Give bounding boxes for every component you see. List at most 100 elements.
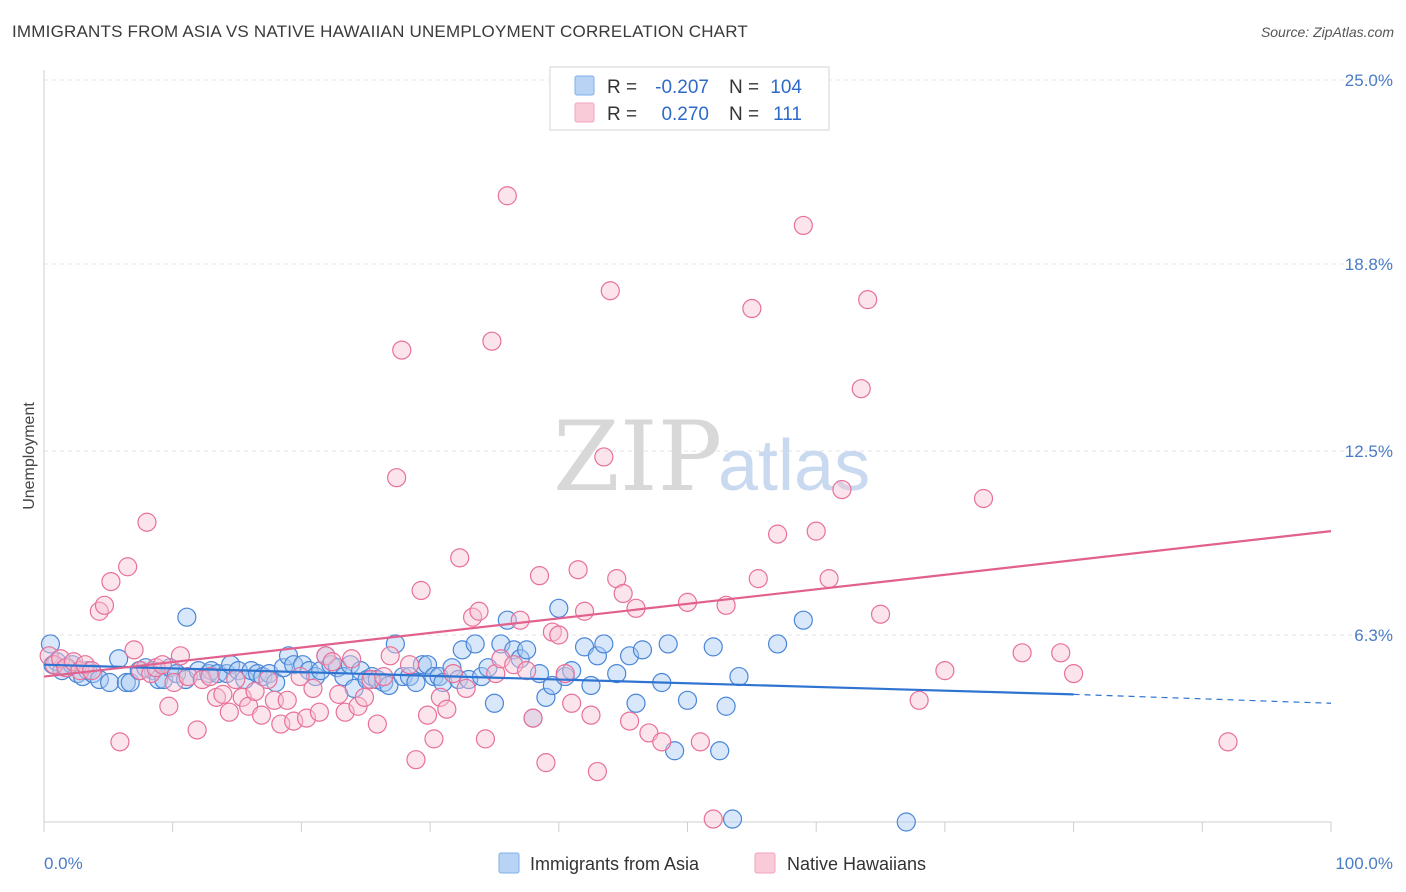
hawaiian-point-23: [187, 720, 207, 740]
hawaiian-point-78: [536, 753, 556, 773]
watermark-atlas: atlas: [718, 426, 870, 506]
hawaiian-point-75: [517, 661, 537, 681]
hawaiian-point-61: [430, 687, 450, 707]
y-tick-label-2: 18.8%: [1345, 255, 1393, 274]
asia-point-99: [716, 696, 736, 716]
hawaiian-point-87: [594, 447, 614, 467]
hawaiian-point-102: [793, 215, 813, 236]
asia-point-69: [465, 634, 485, 654]
hawaiian-point-27: [213, 684, 233, 704]
trend-line-hawaiian: [43, 530, 1332, 678]
hawaiian-point-55: [392, 340, 412, 360]
gridlines: [44, 79, 1392, 636]
asia-point-96: [677, 690, 698, 710]
hawaiian-point-74: [510, 610, 530, 630]
asia-point-38: [278, 646, 299, 666]
hawaiian-point-9: [94, 595, 115, 615]
hawaiian-point-90: [613, 583, 633, 604]
legend-swatch-asia: [574, 75, 595, 96]
asia-point-87: [587, 646, 608, 666]
x-tick-label-min: 0.0%: [44, 854, 83, 873]
hawaiian-point-72: [497, 186, 517, 206]
hawaiian-point-114: [1063, 663, 1084, 684]
asia-point-23: [177, 607, 197, 627]
asia-point-77: [517, 640, 537, 660]
hawaiian-point-91: [619, 711, 640, 731]
hawaiian-point-83: [568, 560, 588, 580]
hawaiian-point-8: [89, 601, 109, 621]
asia-point-18: [148, 669, 169, 690]
hawaiian-point-96: [690, 732, 710, 752]
hawaiian-point-108: [870, 604, 891, 624]
asia-point-86: [581, 675, 601, 696]
hawaiian-point-32: [245, 681, 265, 702]
legend-bottom-label-asia: Immigrants from Asia: [530, 854, 700, 874]
asia-point-101: [729, 666, 749, 687]
legend-swatch-hawaiian: [574, 102, 595, 123]
hawaiian-point-85: [581, 705, 601, 725]
hawaiian-point-56: [399, 655, 420, 675]
y-axis-label: Unemployment: [21, 402, 38, 510]
legend-n-value-hawaiian: 111: [773, 104, 802, 125]
hawaiian-point-86: [587, 761, 608, 782]
hawaiian-point-47: [341, 649, 362, 669]
hawaiian-point-77: [529, 566, 550, 586]
hawaiian-point-84: [574, 601, 595, 621]
hawaiian-point-69: [482, 331, 502, 351]
hawaiian-point-41: [303, 678, 323, 699]
hawaiian-point-44: [322, 652, 342, 672]
legend-r-label-asia: R =: [607, 77, 637, 98]
hawaiian-point-20: [164, 672, 184, 693]
hawaiian-point-67: [469, 601, 489, 621]
hawaiian-point-109: [909, 690, 929, 710]
watermark: ZIP atlas: [553, 401, 870, 513]
hawaiian-point-107: [858, 290, 878, 310]
legend-bottom: Immigrants from Asia Native Hawaiians: [498, 852, 926, 874]
hawaiian-point-97: [703, 809, 723, 829]
asia-point-88: [594, 634, 614, 654]
asia-point-104: [896, 812, 916, 832]
hawaiian-point-112: [1012, 643, 1032, 663]
trend-line-asia: [43, 663, 1074, 696]
legend-n-value-asia: 104: [770, 77, 802, 98]
legend-bottom-swatch-asia: [498, 852, 520, 874]
source-label: Source: ZipAtlas.com: [1260, 24, 1394, 40]
y-tick-label-1: 12.5%: [1345, 442, 1393, 461]
hawaiian-point-62: [437, 699, 457, 719]
hawaiian-point-76: [523, 708, 543, 728]
asia-point-97: [703, 637, 723, 657]
legend-r-value-hawaiian: 0.270: [661, 104, 709, 125]
y-tick-label-0: 6.3%: [1354, 626, 1393, 645]
hawaiian-point-80: [549, 625, 569, 645]
hawaiian-point-115: [1218, 732, 1238, 752]
hawaiian-point-101: [767, 524, 788, 544]
hawaiian-point-105: [832, 479, 852, 500]
hawaiian-point-68: [475, 729, 496, 749]
asia-point-55: [379, 675, 399, 696]
hawaiian-point-60: [424, 729, 444, 749]
hawaiian-point-22: [178, 666, 198, 687]
asia-point-94: [658, 634, 678, 654]
hawaiian-point-54: [387, 468, 407, 488]
hawaiian-point-82: [562, 693, 582, 713]
hawaiian-point-12: [118, 557, 138, 577]
legend-bottom-label-hawaiian: Native Hawaiians: [787, 854, 926, 874]
asia-point-103: [793, 610, 813, 630]
hawaiian-point-11: [110, 732, 130, 752]
hawaiian-point-99: [742, 298, 762, 319]
series-native-hawaiians: [39, 186, 1238, 829]
hawaiian-point-24: [192, 669, 212, 690]
hawaiian-point-103: [806, 521, 826, 541]
hawaiian-point-45: [329, 684, 349, 704]
hawaiian-point-106: [851, 379, 871, 399]
asia-point-102: [767, 634, 788, 654]
legend-top: R = -0.207 N = 104 R = 0.270 N = 111: [549, 66, 830, 131]
chart-title: IMMIGRANTS FROM ASIA VS NATIVE HAWAIIAN …: [12, 22, 748, 41]
hawaiian-point-88: [600, 281, 620, 301]
hawaiian-point-42: [309, 702, 330, 722]
hawaiian-point-37: [277, 690, 297, 710]
asia-point-80: [536, 687, 556, 707]
y-axis-tick-labels: 6.3% 12.5% 18.8% 25.0%: [1345, 71, 1393, 645]
hawaiian-point-10: [101, 571, 121, 592]
hawaiian-point-28: [219, 702, 239, 722]
